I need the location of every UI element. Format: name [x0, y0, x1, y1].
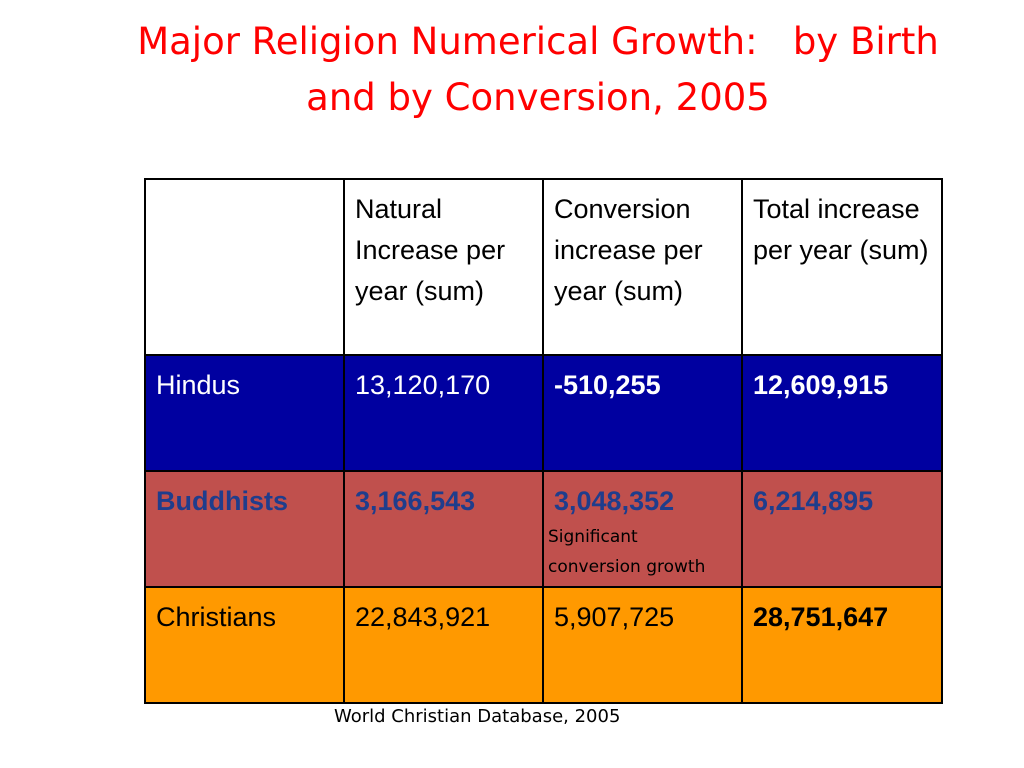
cell-christians-natural: 22,843,921 — [343, 586, 544, 704]
cell-buddhists-total: 6,214,895 — [741, 470, 943, 588]
cell-buddhists-conversion: 3,048,352 Significant conversion growth — [542, 470, 743, 588]
table-row-hindus: Hindus 13,120,170 -510,255 12,609,915 — [144, 354, 943, 472]
row-label-hindus: Hindus — [144, 354, 345, 472]
row-label-christians: Christians — [144, 586, 345, 704]
cell-hindus-natural: 13,120,170 — [343, 354, 544, 472]
cell-buddhists-conversion-value: 3,048,352 — [554, 486, 675, 516]
table-row-buddhists: Buddhists 3,166,543 3,048,352 Significan… — [144, 470, 943, 588]
cell-hindus-conversion: -510,255 — [542, 354, 743, 472]
conversion-note-line-1: Significant — [548, 527, 638, 547]
cell-christians-total: 28,751,647 — [741, 586, 943, 704]
religion-growth-table: Natural Increase per year (sum) Conversi… — [144, 178, 943, 704]
row-label-buddhists: Buddhists — [144, 470, 345, 588]
cell-christians-conversion: 5,907,725 — [542, 586, 743, 704]
conversion-note-line-2: conversion growth — [548, 557, 706, 577]
cell-hindus-total: 12,609,915 — [741, 354, 943, 472]
header-cell-total: Total increase per year (sum) — [741, 178, 943, 356]
table-row-christians: Christians 22,843,921 5,907,725 28,751,6… — [144, 586, 943, 704]
table-header-row: Natural Increase per year (sum) Conversi… — [144, 178, 943, 356]
slide-title: Major Religion Numerical Growth: by Birt… — [60, 14, 1016, 126]
header-cell-conversion: Conversion increase per year (sum) — [542, 178, 743, 356]
title-line-2: and by Conversion, 2005 — [306, 76, 770, 119]
title-line-1: Major Religion Numerical Growth: by Birt… — [137, 20, 939, 63]
source-citation: World Christian Database, 2005 — [334, 706, 621, 727]
header-cell-empty — [144, 178, 345, 356]
cell-buddhists-natural: 3,166,543 — [343, 470, 544, 588]
header-cell-natural: Natural Increase per year (sum) — [343, 178, 544, 356]
